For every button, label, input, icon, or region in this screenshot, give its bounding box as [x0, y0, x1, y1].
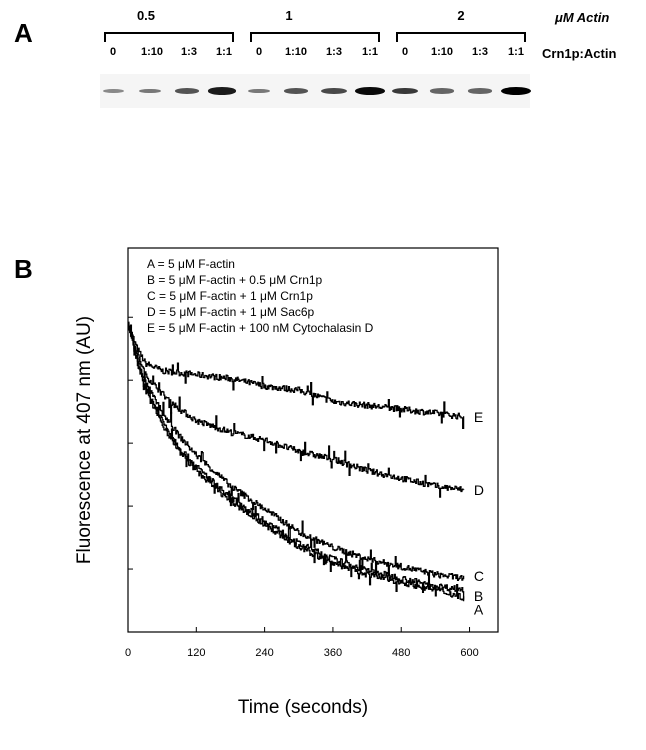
- series-label-C: C: [474, 568, 484, 584]
- lane-label: 0: [255, 46, 263, 58]
- blot-band: [391, 87, 419, 95]
- legend-entry: B = 5 μM F-actin + 0.5 μM Crn1p: [147, 273, 323, 287]
- x-axis-label: Time (seconds): [238, 697, 368, 718]
- series-label-E: E: [474, 409, 483, 425]
- legend-entry: A = 5 μM F-actin: [147, 257, 235, 271]
- series-label-B: B: [474, 588, 483, 604]
- ratio-label: Crn1p:Actin: [542, 46, 617, 61]
- x-tick-label: 0: [125, 647, 131, 659]
- lane-label: 1:10: [430, 46, 454, 58]
- group-bracket: [250, 32, 380, 42]
- group-bracket: [104, 32, 234, 42]
- y-axis-label: Fluorescence at 407 nm (AU): [74, 316, 95, 564]
- legend-entry: C = 5 μM F-actin + 1 μM Crn1p: [147, 289, 313, 303]
- blot-band: [207, 87, 237, 95]
- blot-band: [102, 88, 124, 94]
- lane-label: 1:3: [181, 46, 197, 58]
- series-label-D: D: [474, 482, 484, 498]
- concentration-label: 0.5: [136, 8, 156, 23]
- x-axis-ticks: 0 120 240 360 480 600: [125, 627, 479, 659]
- series-end-labels: E D CBA: [474, 409, 484, 617]
- plot-frame: [127, 247, 499, 633]
- x-tick-label: 120: [187, 647, 205, 659]
- lane-label: 1:3: [326, 46, 342, 58]
- series-line-A: [128, 322, 465, 601]
- series-line-E: [128, 327, 465, 429]
- y-axis-ticks: [128, 316, 133, 570]
- panel-b-letter: B: [14, 254, 33, 284]
- blot-band: [430, 88, 454, 94]
- lane-label: 1:1: [216, 46, 232, 58]
- blot-band: [501, 87, 531, 95]
- x-tick-label: 360: [324, 647, 342, 659]
- concentration-label: 1: [285, 8, 293, 23]
- lane-label: 1:1: [362, 46, 378, 58]
- blot-band: [174, 88, 200, 94]
- legend-entry: D = 5 μM F-actin + 1 μM Sac6p: [147, 305, 315, 319]
- x-tick-label: 600: [460, 647, 478, 659]
- panel-a-letter: A: [14, 18, 33, 48]
- lane-label: 1:3: [472, 46, 488, 58]
- blot-band: [247, 88, 271, 94]
- blot-band: [355, 87, 385, 95]
- x-tick-label: 480: [392, 647, 410, 659]
- lane-label: 0: [401, 46, 409, 58]
- lane-label: 1:10: [140, 46, 164, 58]
- concentration-unit-label: μM Actin: [555, 10, 610, 25]
- group-bracket: [396, 32, 526, 42]
- lane-label: 1:10: [284, 46, 308, 58]
- blot-band: [321, 88, 347, 94]
- lane-label: 1:1: [508, 46, 524, 58]
- series-label-A: A: [474, 601, 484, 617]
- blot-band: [283, 88, 309, 94]
- blot-band: [138, 88, 162, 94]
- western-blot: [100, 74, 531, 108]
- series-lines: [128, 321, 465, 602]
- series-line-C: [128, 323, 465, 582]
- concentration-label: 2: [457, 8, 465, 23]
- legend-entry: E = 5 μM F-actin + 100 nM Cytochalasin D: [147, 321, 374, 335]
- legend: A = 5 μM F-actin B = 5 μM F-actin + 0.5 μ…: [147, 257, 374, 335]
- lane-label: 0: [109, 46, 117, 58]
- blot-band: [468, 88, 492, 94]
- x-tick-label: 240: [255, 647, 273, 659]
- series-line-D: [128, 327, 465, 498]
